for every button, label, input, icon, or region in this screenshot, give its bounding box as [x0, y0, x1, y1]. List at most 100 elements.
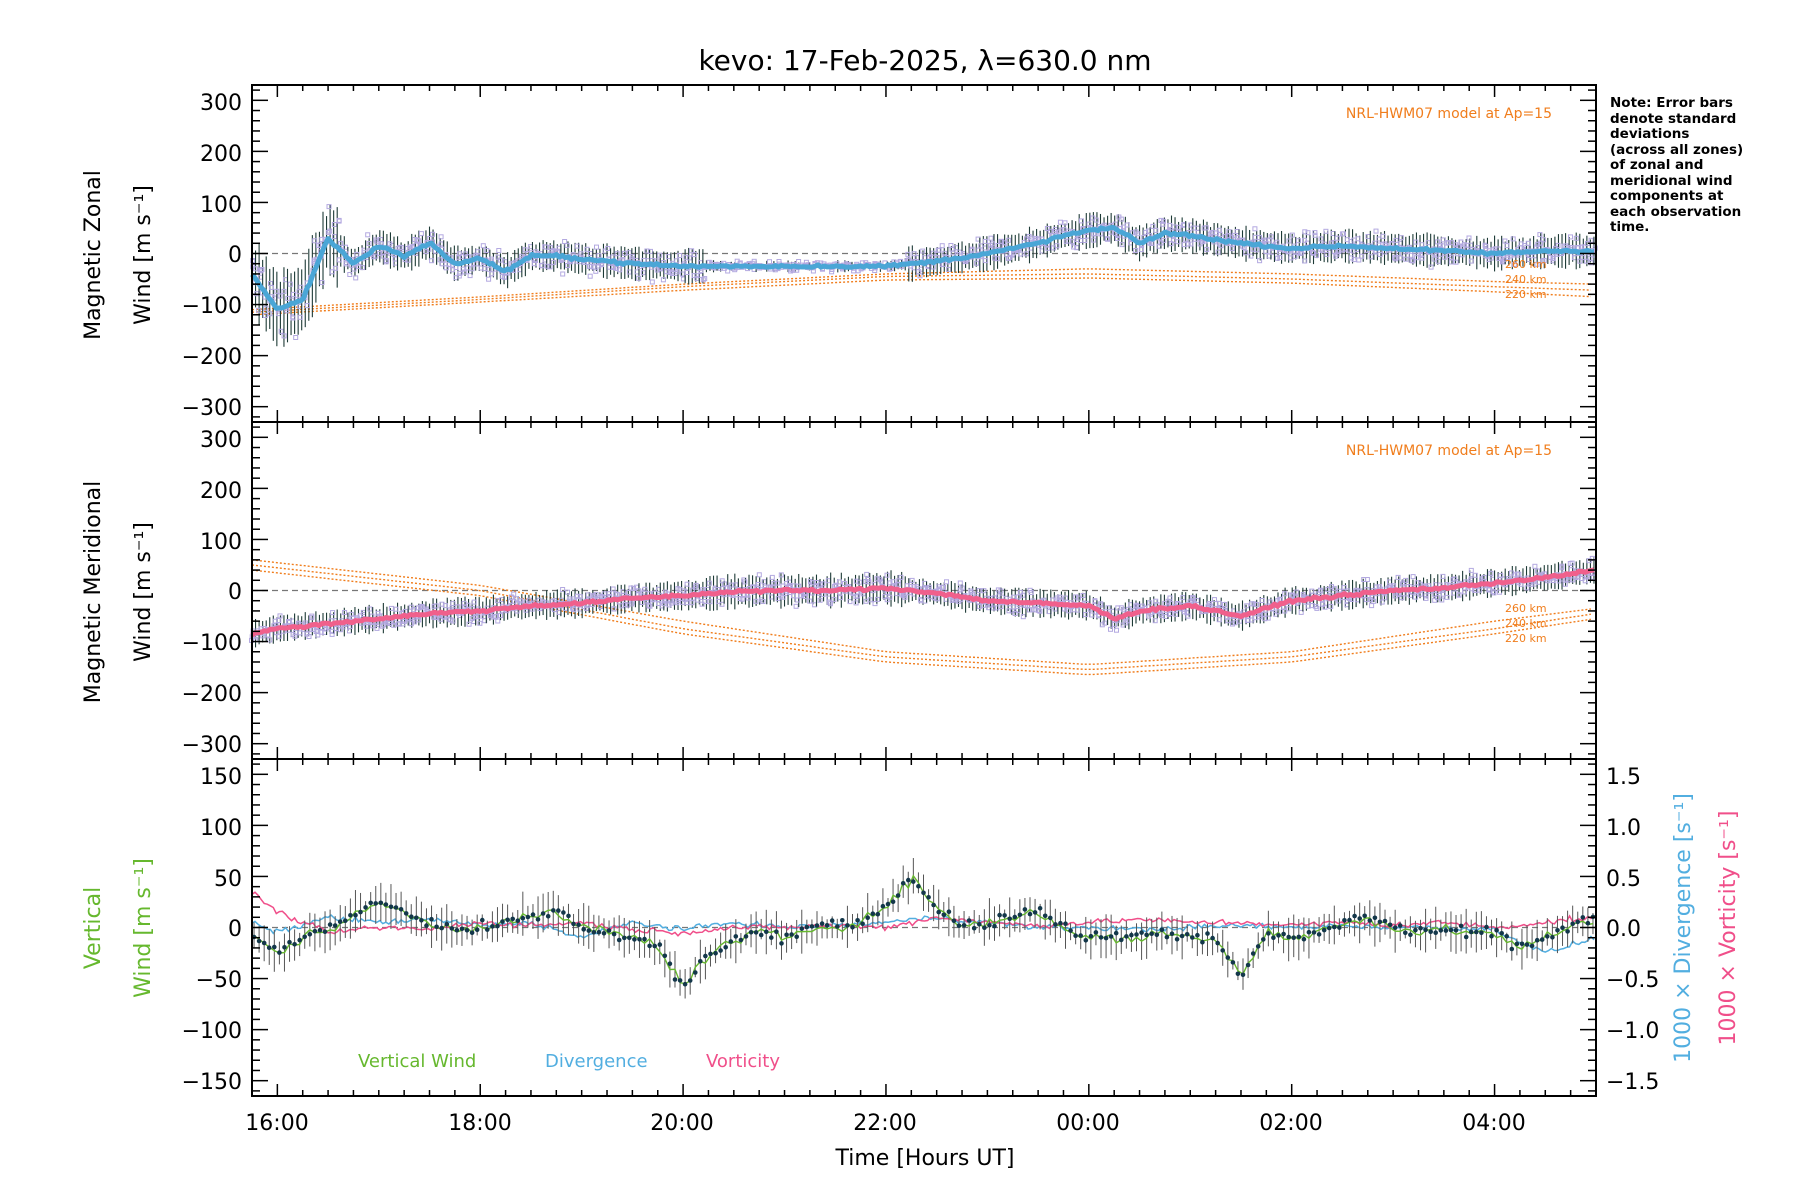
vertical-wind-point — [890, 899, 896, 904]
zone-point — [1082, 238, 1088, 243]
zone-point — [263, 305, 269, 311]
vertical-wind-point — [1337, 925, 1342, 930]
model-curve-km — [251, 273, 1591, 313]
vertical-wind-point — [1144, 932, 1149, 938]
zone-point — [1568, 234, 1573, 240]
vertical-wind-point — [657, 942, 663, 947]
zone-point — [995, 243, 1001, 248]
vertical-wind-point — [1575, 919, 1580, 925]
vertical-wind-point — [865, 915, 870, 920]
zone-point — [1207, 601, 1212, 607]
zone-point — [258, 268, 264, 274]
zone-point — [1428, 264, 1434, 270]
zone-point — [1216, 600, 1222, 606]
vertical-wind-point — [1245, 962, 1251, 968]
zone-point — [686, 255, 692, 261]
zone-point — [496, 248, 502, 253]
vertical-wind-point — [1555, 928, 1560, 933]
vertical-wind-point — [414, 915, 419, 921]
zone-point — [495, 618, 501, 624]
zonal-data-layer — [250, 204, 1598, 347]
zone-point — [1290, 593, 1296, 599]
zone-point — [267, 311, 273, 317]
zone-point — [416, 617, 422, 623]
zone-point — [1102, 620, 1108, 626]
vertical-wind-point — [272, 944, 277, 950]
zone-point — [853, 600, 859, 606]
zone-point — [615, 592, 621, 598]
zone-point — [1488, 255, 1494, 261]
zone-point — [1314, 252, 1319, 258]
zone-point — [466, 621, 472, 627]
zone-point — [1212, 597, 1217, 603]
vertical-wind-point — [814, 923, 820, 928]
y2tick-label: −0.5 — [1606, 968, 1659, 993]
vertical-wind-point — [378, 900, 384, 906]
vertical-wind-point — [875, 911, 881, 917]
zonal-ytick-label: 200 — [200, 142, 242, 167]
zone-point — [353, 275, 359, 281]
zone-point — [702, 276, 708, 282]
zone-point — [365, 232, 371, 238]
zone-point — [498, 613, 503, 619]
zone-point — [957, 580, 963, 586]
zone-point — [1398, 235, 1404, 241]
vertical-wind-point — [1042, 913, 1048, 919]
zone-point — [533, 258, 538, 263]
vertical-wind-point — [1149, 931, 1154, 936]
zone-point — [1133, 248, 1139, 253]
vertical-wind-point — [591, 930, 597, 935]
vertical-wind-point — [911, 879, 916, 884]
vertical-wind-point — [1119, 937, 1124, 943]
vertical-wind-point — [1108, 934, 1114, 939]
zone-point — [1180, 595, 1186, 601]
zone-point — [326, 204, 332, 210]
vertical-wind-point — [642, 936, 647, 942]
zone-point — [761, 579, 767, 585]
zone-point — [351, 266, 357, 272]
xtick-label: 16:00 — [245, 1111, 308, 1136]
vertical-wind-point — [931, 902, 936, 908]
zone-point — [944, 579, 949, 585]
zone-point — [1204, 246, 1210, 252]
zone-point — [1466, 235, 1472, 241]
zone-point — [1114, 627, 1119, 633]
zone-point — [1257, 235, 1262, 241]
zone-point — [837, 579, 842, 585]
zone-point — [657, 252, 663, 258]
zone-point — [1168, 241, 1174, 247]
meridional-ytick-label: 0 — [228, 580, 242, 605]
zone-point — [374, 625, 380, 631]
vertical-wind-point — [870, 911, 876, 916]
vertical-wind-point — [616, 937, 622, 943]
vertical-wind-point — [1545, 934, 1550, 939]
zone-point — [1080, 593, 1086, 598]
zone-point — [702, 599, 708, 604]
zone-point — [593, 268, 599, 274]
zone-point — [471, 599, 477, 605]
zone-point — [1010, 604, 1016, 610]
zone-point — [1006, 608, 1012, 614]
zone-point — [1302, 258, 1308, 264]
zone-point — [571, 607, 577, 613]
zone-point — [1115, 235, 1120, 241]
zone-point — [1188, 241, 1194, 247]
zone-point — [256, 307, 262, 313]
vertical-wind-point — [348, 913, 353, 918]
vertical-wind-point — [632, 937, 637, 942]
zone-point — [745, 595, 751, 601]
zone-point — [578, 251, 584, 257]
vertical-wind-point — [1159, 927, 1165, 933]
vertical-ytick-label: −100 — [182, 1019, 242, 1044]
zone-point — [1153, 598, 1159, 604]
zone-point — [983, 238, 988, 244]
vertical-wind-point — [1494, 927, 1499, 933]
zone-point — [1175, 239, 1181, 245]
zone-point — [689, 600, 695, 606]
zone-point — [455, 604, 461, 610]
zone-point — [473, 261, 479, 267]
vertical-wind-point — [961, 923, 967, 928]
vertical-ytick-labels: 150 100 50 0 −50 −100 −150 — [182, 765, 242, 1095]
vertical-wind-point — [728, 939, 734, 944]
